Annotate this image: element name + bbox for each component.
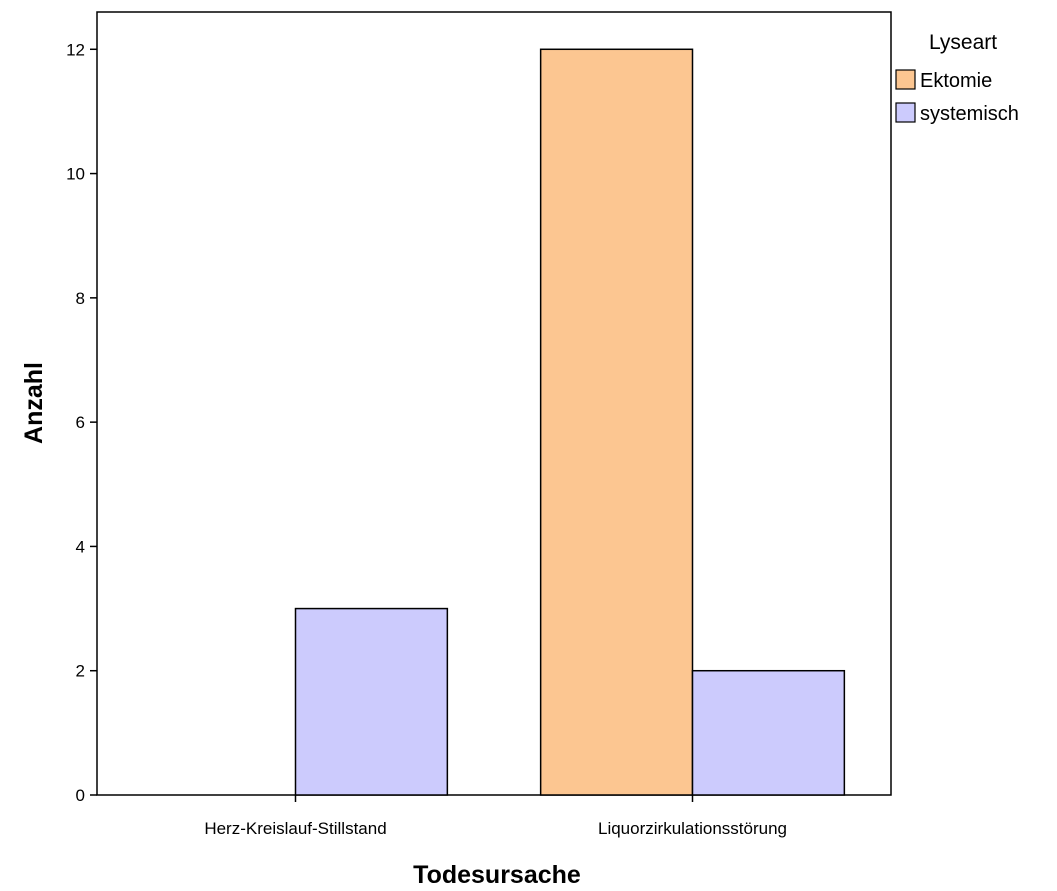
bars-group [294, 48, 846, 796]
x-tick-label: Liquorzirkulationsstörung [598, 819, 787, 838]
bar-systemisch-1 [294, 607, 449, 796]
y-tick-label: 6 [76, 413, 85, 432]
plot-area [96, 11, 892, 796]
bar-ektomie-2 [539, 48, 694, 796]
y-axis: 0 2 4 6 8 10 12 [66, 40, 97, 805]
y-tick-label: 2 [76, 662, 85, 681]
x-axis: Herz-Kreislauf-Stillstand Liquorzirkulati… [204, 795, 787, 838]
x-axis-title: Todesursache [413, 861, 581, 889]
y-tick-label: 12 [66, 40, 85, 59]
legend-swatch-systemisch [895, 102, 916, 123]
y-tick-label: 10 [66, 165, 85, 184]
legend-swatch-ektomie [895, 69, 916, 90]
legend-label-systemisch: systemisch [920, 103, 1019, 125]
legend: Lyseart Ektomie systemisch [895, 31, 1019, 125]
x-tick-label: Herz-Kreislauf-Stillstand [204, 819, 386, 838]
legend-label-ektomie: Ektomie [920, 70, 992, 92]
bar-systemisch-2 [691, 669, 846, 796]
y-tick-label: 0 [76, 786, 85, 805]
y-tick-label: 4 [76, 537, 85, 556]
y-axis-title: Anzahl [20, 362, 48, 444]
y-tick-label: 8 [76, 289, 85, 308]
legend-title: Lyseart [929, 31, 997, 54]
